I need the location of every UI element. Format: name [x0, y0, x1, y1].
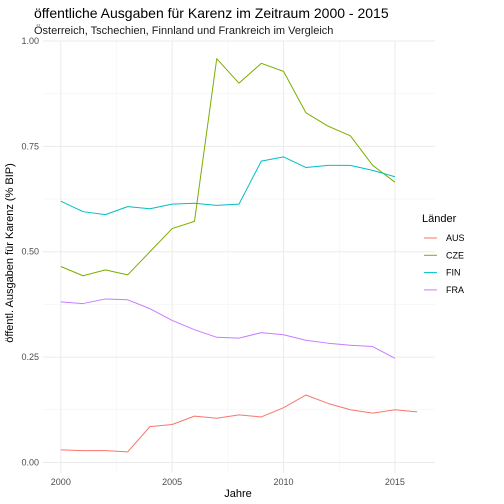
series-line-fra	[60, 298, 396, 359]
x-axis-ticks: 2000 2005 2010 2015	[51, 477, 405, 487]
x-axis-title: Jahre	[224, 488, 252, 500]
y-tick-label: 0.50	[21, 247, 39, 257]
series-line-fin	[60, 156, 396, 216]
y-axis-ticks: 0.00 0.25 0.50 0.75 1.00	[21, 36, 39, 467]
series-lines	[60, 58, 418, 453]
chart-subtitle: Österreich, Tschechien, Finnland und Fra…	[34, 25, 333, 37]
x-tick-label: 2000	[51, 477, 71, 487]
y-tick-label: 1.00	[21, 36, 39, 46]
grid-lines	[43, 40, 435, 473]
x-tick-label: 2010	[274, 477, 294, 487]
x-tick-label: 2005	[162, 477, 182, 487]
y-tick-label: 0.75	[21, 141, 39, 151]
x-tick-label: 2015	[385, 477, 405, 487]
legend-title: Länder	[422, 213, 457, 225]
series-line-aus	[60, 394, 418, 453]
legend-label-fin: FIN	[446, 268, 461, 278]
legend-label-cze: CZE	[446, 250, 464, 260]
series-line-cze	[60, 58, 396, 277]
y-tick-label: 0.00	[21, 457, 39, 467]
legend: Länder AUS CZE FIN FRA	[422, 213, 465, 295]
y-axis-title: öffentl. Ausgaben für Karenz (% BIP)	[4, 163, 16, 343]
chart-title: öffentliche Ausgaben für Karenz im Zeitr…	[34, 5, 389, 21]
legend-label-aus: AUS	[446, 233, 465, 243]
y-tick-label: 0.25	[21, 352, 39, 362]
legend-label-fra: FRA	[446, 285, 464, 295]
